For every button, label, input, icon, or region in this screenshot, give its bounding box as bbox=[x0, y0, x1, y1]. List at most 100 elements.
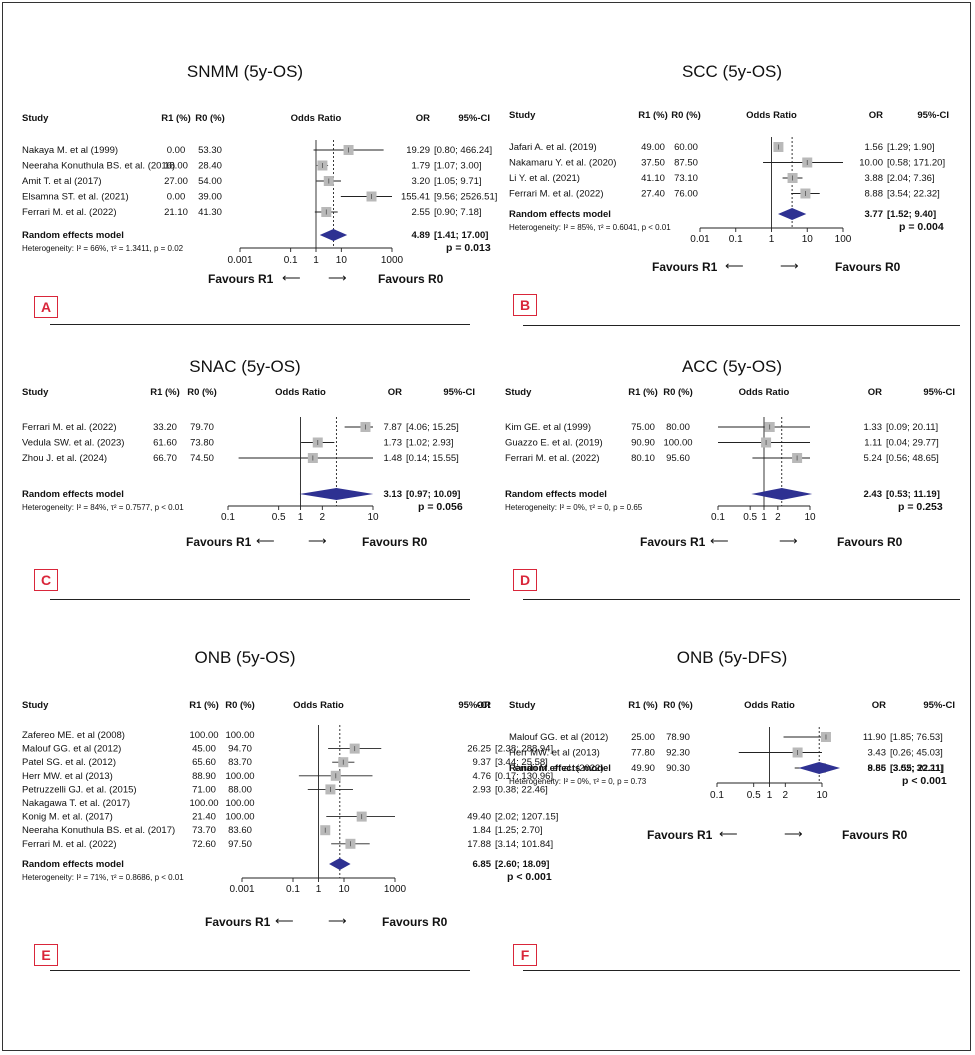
study-name: Nakaya M. et al (1999) bbox=[22, 145, 118, 156]
r0-value: 74.50 bbox=[190, 453, 214, 464]
pooled-or: 2.43 bbox=[864, 489, 883, 500]
tick-label: 0.5 bbox=[272, 512, 286, 523]
random-effects-label: Random effects model bbox=[505, 489, 607, 500]
or-value: 2.93 bbox=[473, 784, 492, 795]
ci-value: [3.54; 22.32] bbox=[887, 189, 940, 200]
study-name: Jafari A. et al. (2019) bbox=[509, 142, 597, 153]
tick-label: 10 bbox=[338, 884, 350, 895]
r0-value: 73.80 bbox=[190, 438, 214, 449]
header-r0: R0 (%) bbox=[663, 700, 693, 711]
tick-label: 2 bbox=[775, 512, 781, 523]
tick-label: 10 bbox=[816, 790, 828, 801]
heterogeneity-text: Heterogeneity: I² = 84%, τ² = 0.7577, p … bbox=[22, 503, 184, 512]
or-value: 1.79 bbox=[412, 161, 431, 172]
ci-value: [1.25; 2.70] bbox=[495, 825, 543, 836]
tick-label: 0.5 bbox=[747, 790, 761, 801]
ci-value: [1.85; 76.53] bbox=[890, 732, 943, 743]
random-effects-label: Random effects model bbox=[509, 763, 611, 774]
favours-r0-label: Favours R0 bbox=[378, 272, 444, 286]
favours-r0-label: Favours R0 bbox=[842, 828, 908, 842]
r0-value: 60.00 bbox=[674, 142, 698, 153]
study-name: Malouf GG. et al (2012) bbox=[22, 744, 121, 755]
r1-value: 41.10 bbox=[641, 173, 665, 184]
ci-value: [0.17; 130.96] bbox=[495, 771, 553, 782]
header-r0: R0 (%) bbox=[195, 113, 225, 124]
r1-value: 88.90 bbox=[192, 771, 216, 782]
forest-panel-e: ONB (5y-OS) Study R1 (%) R0 (%) Odds Ratio O… bbox=[10, 640, 558, 971]
random-effects-label: Random effects model bbox=[509, 209, 611, 220]
panel-title: ONB (5y-OS) bbox=[194, 648, 296, 667]
heterogeneity-text: Heterogeneity: I² = 71%, τ² = 0.8686, p … bbox=[22, 873, 184, 882]
tick-label: 0.1 bbox=[286, 884, 300, 895]
r1-value: 21.10 bbox=[164, 207, 188, 218]
left-arrow: ⟵ bbox=[725, 258, 744, 273]
ci-value: [2.04; 7.36] bbox=[887, 173, 935, 184]
header-ci: 95%-CI bbox=[917, 110, 949, 121]
or-value: 155.41 bbox=[401, 192, 430, 203]
r0-value: 87.50 bbox=[674, 158, 698, 169]
study-name: Neeraha Konuthula BS. et al. (2016) bbox=[22, 161, 175, 172]
forest-panel-d: ACC (5y-OS) Study R1 (%) R0 (%) Odds Ratio O… bbox=[497, 345, 967, 665]
r0-value: 39.00 bbox=[198, 192, 222, 203]
or-value: 17.88 bbox=[467, 839, 491, 850]
or-value: 1.33 bbox=[864, 422, 883, 433]
study-name: Ferrari M. et al. (2022) bbox=[509, 763, 604, 774]
study-name: Petruzzelli GJ. et al. (2015) bbox=[22, 784, 137, 795]
study-name: Neeraha Konuthula BS. et al. (2017) bbox=[22, 825, 175, 836]
pooled-ci: [0.97; 10.09] bbox=[406, 489, 460, 500]
or-value: 11.90 bbox=[863, 732, 886, 743]
r0-value: 83.60 bbox=[228, 825, 252, 836]
header-odds-ratio: Odds Ratio bbox=[746, 110, 797, 121]
panel-label: D bbox=[513, 569, 537, 591]
left-arrow: ⟵ bbox=[275, 913, 294, 928]
r0-value: 54.00 bbox=[198, 176, 222, 187]
ci-value: [0.80; 466.24] bbox=[434, 145, 492, 156]
tick-label: 1 bbox=[769, 234, 775, 245]
r1-value: 65.60 bbox=[192, 757, 216, 768]
study-name: Kim GE. et al (1999) bbox=[505, 422, 591, 433]
forest-panel-f: ONB (5y-DFS) Study R1 (%) R0 (%) Odds Ratio… bbox=[497, 640, 967, 971]
header-study: Study bbox=[509, 110, 536, 121]
study-name: Ferrari M. et al. (2022) bbox=[509, 189, 604, 200]
or-value: 9.56 bbox=[868, 763, 887, 774]
study-name: Amit T. et al (2017) bbox=[22, 176, 102, 187]
tick-label: 1000 bbox=[381, 255, 404, 266]
bottom-rule bbox=[50, 599, 470, 600]
r0-value: 79.70 bbox=[190, 422, 214, 433]
tick-label: 100 bbox=[835, 234, 852, 245]
p-value: p = 0.253 bbox=[898, 501, 943, 513]
tick-label: 2 bbox=[320, 512, 326, 523]
r0-value: 92.30 bbox=[666, 748, 690, 759]
header-r1: R1 (%) bbox=[638, 110, 668, 121]
pooled-ci: [1.41; 17.00] bbox=[434, 230, 488, 241]
r0-value: 95.60 bbox=[666, 453, 690, 464]
random-effects-label: Random effects model bbox=[22, 859, 124, 870]
panel-title: ONB (5y-DFS) bbox=[676, 648, 788, 667]
study-name: Elsamna ST. et al. (2021) bbox=[22, 192, 129, 203]
study-name: Nakamaru Y. et al. (2020) bbox=[509, 158, 616, 169]
tick-label: 1 bbox=[298, 512, 304, 523]
header-study: Study bbox=[22, 387, 49, 398]
bottom-rule bbox=[50, 324, 470, 325]
r0-value: 83.70 bbox=[228, 757, 252, 768]
bottom-rule bbox=[50, 970, 470, 971]
pooled-diamond bbox=[299, 488, 374, 500]
header-study: Study bbox=[509, 700, 536, 711]
bottom-rule bbox=[523, 970, 960, 971]
ci-value: [3.14; 101.84] bbox=[495, 839, 553, 850]
or-value: 10.00 bbox=[859, 158, 883, 169]
pooled-ci: [2.60; 18.09] bbox=[495, 859, 549, 870]
favours-r1-label: Favours R1 bbox=[208, 272, 274, 286]
study-name: Zafereo ME. et al (2008) bbox=[22, 730, 125, 741]
r0-value: 41.30 bbox=[198, 207, 222, 218]
pooled-ci: [3.55; 22.11] bbox=[890, 763, 944, 774]
header-odds-ratio: Odds Ratio bbox=[739, 387, 790, 398]
favours-r1-label: Favours R1 bbox=[640, 535, 706, 549]
study-name: Vedula SW. et al. (2023) bbox=[22, 438, 124, 449]
or-value: 2.55 bbox=[412, 207, 431, 218]
ci-value: [0.04; 29.77] bbox=[886, 438, 939, 449]
p-value: p = 0.004 bbox=[899, 221, 944, 233]
pooled-ci: [1.52; 9.40] bbox=[887, 209, 936, 220]
tick-label: 10 bbox=[336, 255, 348, 266]
